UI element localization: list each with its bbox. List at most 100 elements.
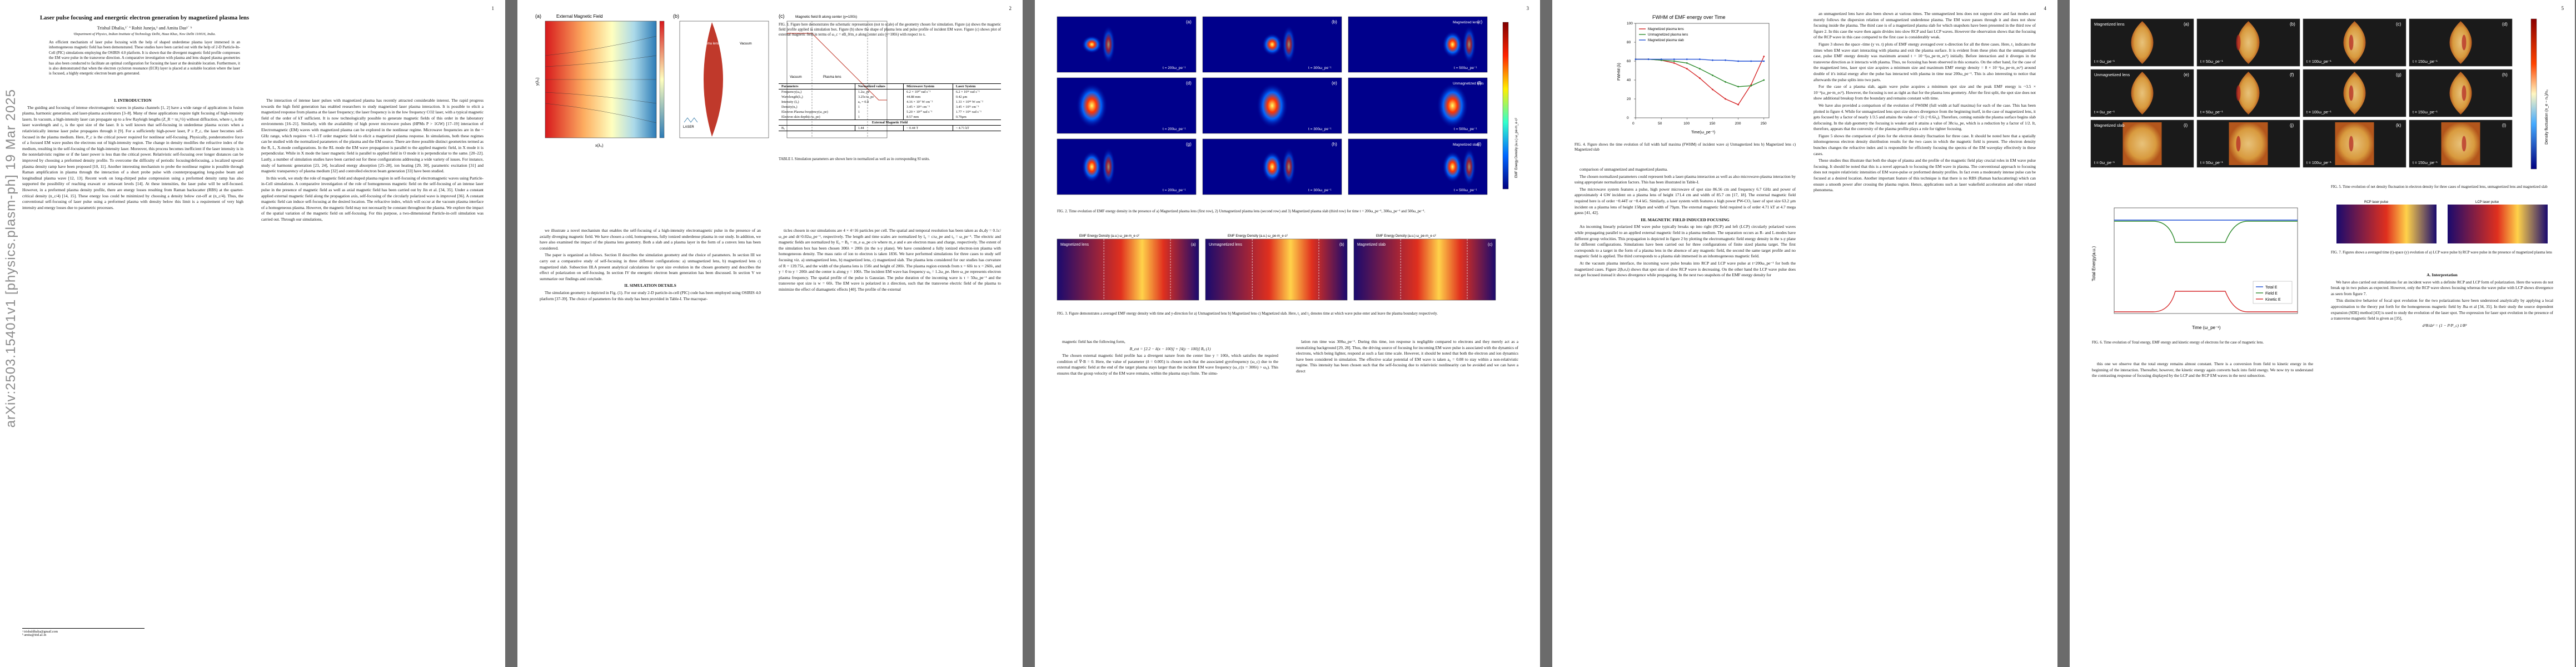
time-label: t = 200ω_pe⁻¹	[1163, 188, 1186, 192]
fig2-wave-blob	[1462, 26, 1476, 63]
data-point	[1712, 59, 1713, 61]
page-3: 3 (a) t = 200ω_pe⁻¹ (b) t = 300ω_pe⁻¹ (c) t =…	[1035, 0, 1540, 667]
time-label: t = 300ω_pe⁻¹	[1308, 127, 1332, 131]
data-point	[1635, 58, 1637, 60]
fig4-ylabel: FWHM (λ)	[1617, 63, 1621, 81]
data-point	[1712, 74, 1713, 76]
vacuum-region-label: Vacuum	[790, 76, 802, 79]
left-column: this one we observe that the total energ…	[2092, 361, 2313, 380]
equation-1: B_ext = [2.2 − δ(x − 100)] + [δ(y − 100)…	[1129, 346, 1211, 351]
fig3-panel-grid: EMF Energy Density (a.u.) ω_pe·m_e·c² Mag…	[1057, 235, 1496, 301]
table-section-row: External Magnetic Field	[779, 120, 1001, 126]
time-label: t = 100ω_pe⁻¹	[2306, 111, 2331, 115]
fig2-wave-blob	[1282, 26, 1296, 63]
data-point	[1698, 77, 1701, 79]
row-label: Magnetized lens	[2094, 22, 2125, 27]
fig2-wave-blob	[1102, 148, 1115, 186]
legend-entry: Total E	[2265, 286, 2278, 290]
time-label: t = 500ω_pe⁻¹	[1454, 127, 1477, 131]
legend-entry: Field E	[2265, 292, 2278, 296]
fig5-fluctuation	[2236, 136, 2241, 152]
data-point	[1673, 60, 1675, 62]
fig2-wave-blob	[1076, 83, 1108, 128]
x-tick-label: 150	[1709, 122, 1715, 126]
table-cell: Electron skin depth(c/ω_pe)	[781, 115, 820, 119]
panel-label: (e)	[1332, 81, 1337, 86]
fig6-legend: Total E Field E Kinetic E	[2253, 281, 2293, 304]
paper-title: Laser pulse focusing and energetic elect…	[39, 14, 250, 21]
time-label: t = 0ω_pe⁻¹	[2094, 111, 2115, 115]
paragraph: Figure 5 shows the comparison of plots f…	[1813, 133, 2036, 156]
fig4-ticks: 0 50 100 150 200 250 0 20 40 60 80 100	[1627, 22, 1767, 126]
row-label: Magnetized slab	[1453, 143, 1479, 147]
affiliation: ¹Department of Physics, Indian Institute…	[73, 32, 216, 36]
fig2-caption: FIG. 2. Time evolution of EMF energy den…	[1057, 210, 1426, 213]
fig2-wave-blob	[1282, 148, 1296, 186]
plasma-lens-shape	[704, 22, 723, 137]
paragraph: magnetic field has the following form,	[1062, 339, 1125, 344]
paragraph: The interaction of intense laser pulses …	[261, 98, 484, 174]
row-label: Magnetized slab	[2094, 123, 2125, 128]
panel-label: (b)	[1332, 19, 1337, 24]
page-4: 4 FWHM of EMF energy over Time 0 50 100 150…	[1552, 0, 2057, 667]
table-cell: 1	[854, 109, 904, 115]
table-cell: 44.88 mm	[903, 94, 953, 99]
vacuum-label: Vacuum	[740, 42, 752, 46]
fig3-panel-title: EMF Energy Density (a.u.) ω_pe·m_e·c²	[1228, 235, 1288, 238]
page-number: 4	[2044, 6, 2047, 11]
paragraph: These studies thus illustrate that both …	[1813, 158, 2036, 193]
x-axis-label: x(λ₀)	[595, 144, 604, 148]
y-tick-label: 100	[1627, 22, 1633, 26]
table-cell: Intensity (I₀)	[781, 100, 799, 104]
fig4-xlabel: Time(ω_pe⁻¹)	[1691, 131, 1715, 135]
fig5-colorbar	[2530, 18, 2537, 170]
time-label: t = 100ω_pe⁻¹	[2306, 60, 2331, 64]
data-point	[1763, 60, 1765, 62]
fig3-panel-title: EMF Energy Density (a.u.) ω_pe·m_e·c²	[1376, 235, 1436, 238]
data-point	[1725, 98, 1726, 100]
fig2-colorbar-label: EMF Energy Density (a.u.) ω_pe·m_e·c²	[1515, 118, 1518, 178]
time-label: t = 200ω_pe⁻¹	[1163, 127, 1186, 131]
lens-box	[679, 21, 769, 138]
table-cell: ~ 0.44 T	[903, 125, 953, 131]
fig1a-title: External Magnetic Field	[556, 14, 603, 19]
page-1: 1 arXiv:2503.15401v1 [physics.plasm-ph] …	[0, 0, 505, 667]
data-point	[1686, 68, 1688, 69]
y-tick-label: 20	[1627, 97, 1631, 101]
table-cell: 0.79μm	[952, 115, 1001, 120]
kinetic-energy-line	[2114, 291, 2298, 312]
data-point	[1698, 58, 1701, 60]
data-point	[1673, 62, 1675, 64]
data-point	[1712, 88, 1713, 91]
section-heading: I. INTRODUCTION	[114, 98, 152, 103]
table-cell: 6.2 × 10¹⁰ rad s⁻¹	[903, 89, 953, 94]
fig3-panel	[1057, 238, 1199, 301]
arxiv-stamp: arXiv:2503.15401v1 [physics.plasm-ph] 19…	[3, 89, 18, 428]
fig5-slab-density	[2229, 122, 2268, 165]
fig2-wave-blob	[1442, 31, 1463, 58]
legend-entry: Kinetic E	[2265, 298, 2281, 302]
data-point	[1750, 84, 1752, 87]
time-label: t = 150ω_pe⁻¹	[2413, 60, 2438, 64]
fig5-fluctuation	[2349, 85, 2354, 101]
fig5-caption: FIG. 5. Time evolution of net density fl…	[2331, 185, 2548, 189]
table-cell: 5.20 × 10¹⁰ rad s⁻¹	[903, 109, 953, 115]
right-column: A. Interpretation We have also carried o…	[2331, 272, 2553, 330]
fig5-fluctuation	[2462, 85, 2467, 101]
fig7-title: LCP laser pulse	[2475, 201, 2499, 204]
fig2-panel	[1057, 16, 1197, 73]
figure-2: (a) t = 200ω_pe⁻¹ (b) t = 300ω_pe⁻¹ (c) t = 5…	[1057, 16, 1518, 195]
x-tick-label: 200	[1735, 122, 1741, 126]
panel-label: (a)	[2184, 22, 2189, 27]
fig5-fluctuation	[2236, 34, 2241, 51]
legend-entry: Magnetized plasma slab	[1648, 39, 1684, 42]
y-tick-label: 80	[1627, 41, 1631, 44]
fig5-lens-density	[2131, 21, 2154, 64]
time-label: t = 500ω_pe⁻¹	[1454, 66, 1477, 70]
time-label: t = 500ω_pe⁻¹	[1454, 188, 1477, 192]
table1-caption: TABLE I. Simulation parameters are shown…	[779, 157, 930, 161]
right-column: lation run time was 300ω_pe⁻¹. During th…	[1296, 339, 1518, 376]
abstract: An efficient mechanism of laser pulse fo…	[49, 41, 240, 76]
panel-label: (f)	[2290, 72, 2294, 77]
subsection-heading: A. Interpretation	[2426, 272, 2458, 277]
